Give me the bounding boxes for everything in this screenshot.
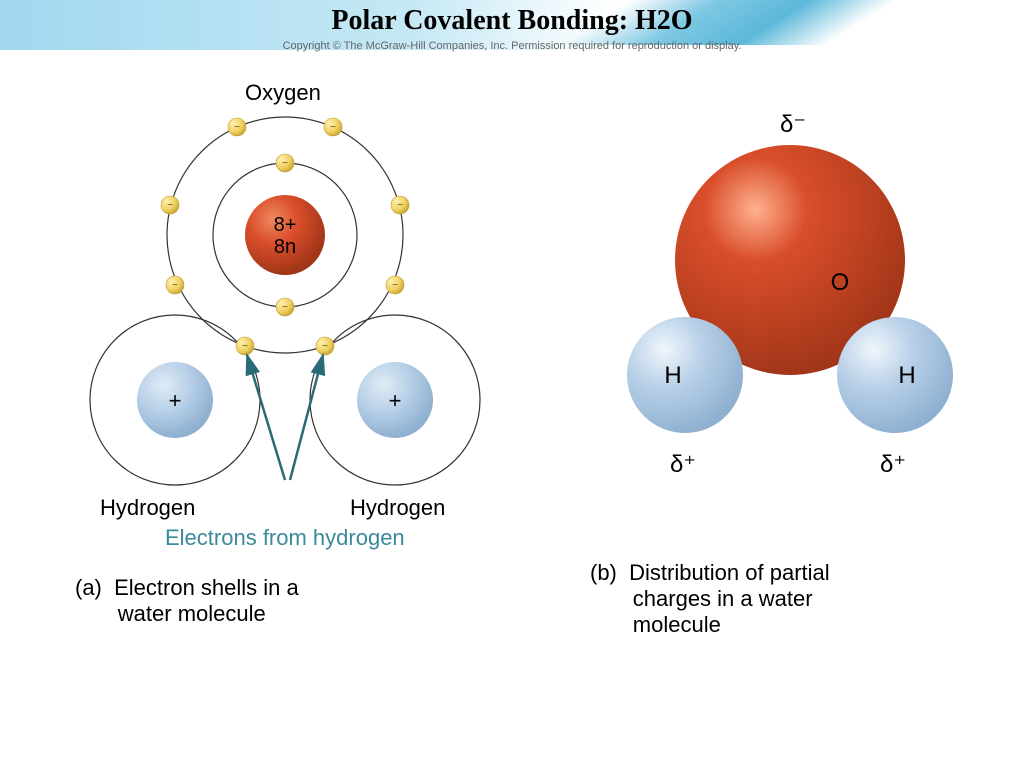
- hydrogen-label-left: Hydrogen: [100, 495, 195, 521]
- svg-text:+: +: [169, 388, 182, 413]
- hydrogen-label-right: Hydrogen: [350, 495, 445, 521]
- svg-text:−: −: [330, 122, 336, 133]
- delta-plus-right-label: δ⁺: [880, 450, 906, 479]
- panel-a-electron-shells: 8+8n + + − − − − − − − − − − Oxygen Hydrogen Hydroge…: [75, 70, 495, 650]
- panel-a-diagram: 8+8n + + − − − − − − − − − −: [75, 70, 495, 540]
- svg-text:H: H: [664, 362, 681, 389]
- svg-text:+: +: [389, 388, 402, 413]
- copyright-text: Copyright © The McGraw-Hill Companies, I…: [0, 40, 1024, 52]
- svg-text:O: O: [831, 269, 850, 296]
- svg-text:−: −: [242, 341, 248, 352]
- svg-text:H: H: [898, 362, 915, 389]
- panel-b-diagram: O H H: [570, 90, 990, 490]
- panel-b-caption: (b) Distribution of partial charges in a…: [590, 560, 830, 638]
- svg-text:−: −: [282, 302, 288, 313]
- electrons-from-hydrogen-label: Electrons from hydrogen: [165, 525, 405, 551]
- svg-text:8n: 8n: [274, 236, 296, 258]
- svg-text:−: −: [392, 280, 398, 291]
- svg-text:−: −: [282, 158, 288, 169]
- panel-b-partial-charges: O H H δ⁻ δ⁺ δ⁺ (b) Distribution of partial…: [570, 90, 970, 650]
- svg-text:−: −: [167, 200, 173, 211]
- svg-text:−: −: [322, 341, 328, 352]
- page-title: Polar Covalent Bonding: H2O: [0, 5, 1024, 37]
- svg-text:−: −: [234, 122, 240, 133]
- delta-minus-label: δ⁻: [780, 110, 806, 139]
- panel-a-caption: (a) Electron shells in a water molecule: [75, 575, 299, 627]
- oxygen-label: Oxygen: [245, 80, 321, 106]
- svg-text:−: −: [397, 200, 403, 211]
- delta-plus-left-label: δ⁺: [670, 450, 696, 479]
- svg-text:8+: 8+: [274, 214, 297, 236]
- svg-text:−: −: [172, 280, 178, 291]
